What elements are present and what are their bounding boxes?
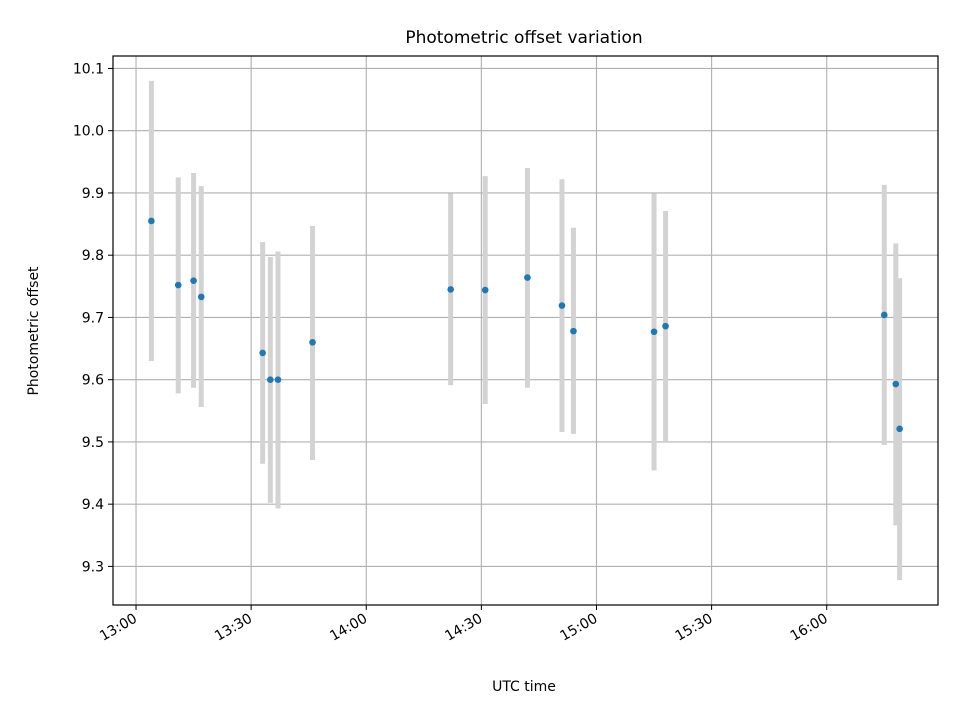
- data-point: [197, 293, 205, 301]
- y-axis-ticks: 9.3 9.4 9.5 9.6 9.7 9.8 9.9 10.0 10.1: [73, 61, 113, 575]
- y-tick-label: 9.6: [82, 373, 104, 389]
- plot-frame: [112, 55, 939, 606]
- data-point: [259, 349, 266, 357]
- data-point: [892, 380, 900, 388]
- data-point: [148, 217, 155, 225]
- data-point: [174, 281, 182, 289]
- data-point: [267, 376, 274, 383]
- chart-title: Photometric offset variation: [405, 28, 642, 48]
- data-point: [650, 328, 658, 336]
- data-point: [481, 286, 489, 294]
- data-point: [558, 302, 566, 309]
- data-point: [274, 376, 282, 383]
- data-point: [447, 286, 454, 293]
- data-point: [309, 339, 316, 346]
- y-tick-label: 9.9: [82, 186, 104, 202]
- y-axis-label: Photometric offset: [26, 266, 42, 396]
- data-point: [662, 322, 669, 330]
- data-point: [880, 311, 888, 319]
- y-tick-label: 9.4: [82, 497, 104, 513]
- data-point: [896, 425, 903, 433]
- y-tick-label: 9.5: [82, 435, 104, 451]
- data-point: [524, 274, 531, 281]
- data-points: [148, 217, 903, 433]
- y-tick-label: 10.1: [73, 61, 104, 77]
- y-tick-label: 10.0: [73, 124, 104, 140]
- y-tick-label: 9.3: [82, 559, 104, 575]
- data-point: [190, 277, 197, 285]
- y-tick-label: 9.8: [82, 248, 104, 264]
- y-tick-label: 9.7: [82, 310, 104, 326]
- x-axis-label: UTC time: [492, 679, 556, 695]
- data-point: [570, 327, 577, 335]
